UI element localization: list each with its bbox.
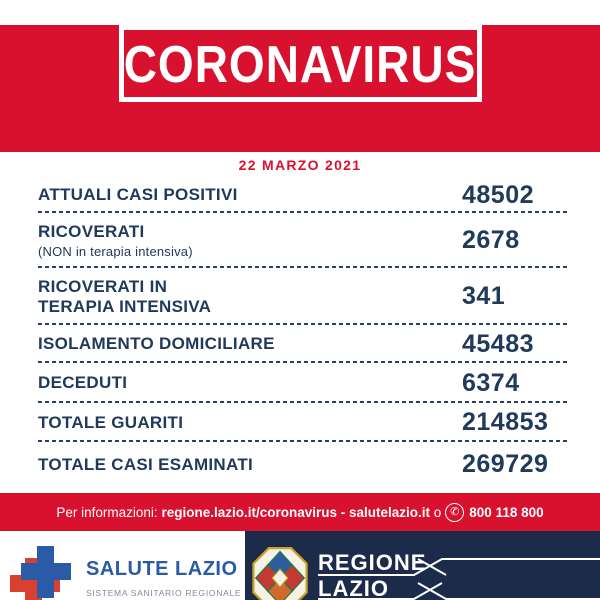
regione-logo-line1: REGIONE <box>318 550 426 575</box>
stat-value: 341 <box>462 282 506 310</box>
salute-lazio-tagline: SISTEMA SANITARIO REGIONALE <box>86 588 242 598</box>
table-row: ISOLAMENTO DOMICILIARE 45483 <box>38 325 567 363</box>
stat-label-line2: TERAPIA INTENSIVA <box>38 296 212 316</box>
footer: SALUTE LAZIO SISTEMA SANITARIO REGIONALE… <box>0 531 600 600</box>
stat-label: ISOLAMENTO DOMICILIARE <box>38 334 275 354</box>
salute-lazio-panel: SALUTE LAZIO SISTEMA SANITARIO REGIONALE <box>0 531 245 600</box>
coronavirus-banner: CORONAVIRUS <box>0 25 600 152</box>
table-row: ATTUALI CASI POSITIVI 48502 <box>38 177 567 213</box>
info-bar: Per informazioni: regione.lazio.it/coron… <box>0 493 600 531</box>
phone-number: 800 118 800 <box>469 504 544 520</box>
salute-lazio-name: SALUTE LAZIO <box>86 558 238 580</box>
bulletin-date: 22 MARZO 2021 <box>238 156 362 173</box>
stat-label: ATTUALI CASI POSITIVI <box>38 185 238 205</box>
stat-label: RICOVERATI <box>38 222 145 242</box>
regione-logo-line2: LAZIO <box>318 576 389 600</box>
regione-lazio-panel: REGIONE LAZIO <box>245 531 600 600</box>
info-prefix: Per informazioni: <box>56 504 158 520</box>
stat-label: TOTALE CASI ESAMINATI <box>38 454 254 474</box>
table-row: DECEDUTI 6374 <box>38 363 567 403</box>
stat-label: TOTALE GUARITI <box>38 412 184 432</box>
table-row: TOTALE CASI ESAMINATI 269729 <box>38 442 567 487</box>
stat-value: 48502 <box>462 180 535 209</box>
stat-label: RICOVERATI IN <box>38 276 168 296</box>
phone-icon-glyph: ✆ <box>450 505 460 518</box>
table-row: TOTALE GUARITI 214853 <box>38 403 567 442</box>
regione-lazio-logo: REGIONE LAZIO <box>318 550 600 600</box>
page-title: CORONAVIRUS <box>123 34 477 93</box>
lazio-coat-of-arms <box>252 547 308 600</box>
salute-lazio-cross-logo <box>10 546 71 600</box>
table-row: RICOVERATI (NON in terapia intensiva) 26… <box>38 213 567 268</box>
info-connector: o <box>433 504 442 520</box>
stat-value: 269729 <box>462 450 549 478</box>
stat-label: DECEDUTI <box>38 373 128 393</box>
date-row: 22 MARZO 2021 <box>0 152 600 177</box>
stat-value: 2678 <box>462 226 520 254</box>
stats-table: ATTUALI CASI POSITIVI 48502 RICOVERATI (… <box>38 177 567 487</box>
phone-icon: ✆ <box>445 502 465 522</box>
info-links[interactable]: regione.lazio.it/coronavirus - salutelaz… <box>161 504 430 520</box>
stat-value: 6374 <box>462 368 520 397</box>
stat-sublabel: (NON in terapia intensiva) <box>38 243 193 259</box>
title-box: CORONAVIRUS <box>118 25 482 102</box>
stat-value: 45483 <box>462 329 535 358</box>
stat-value: 214853 <box>462 408 549 436</box>
table-row: RICOVERATI IN TERAPIA INTENSIVA 341 <box>38 268 567 325</box>
